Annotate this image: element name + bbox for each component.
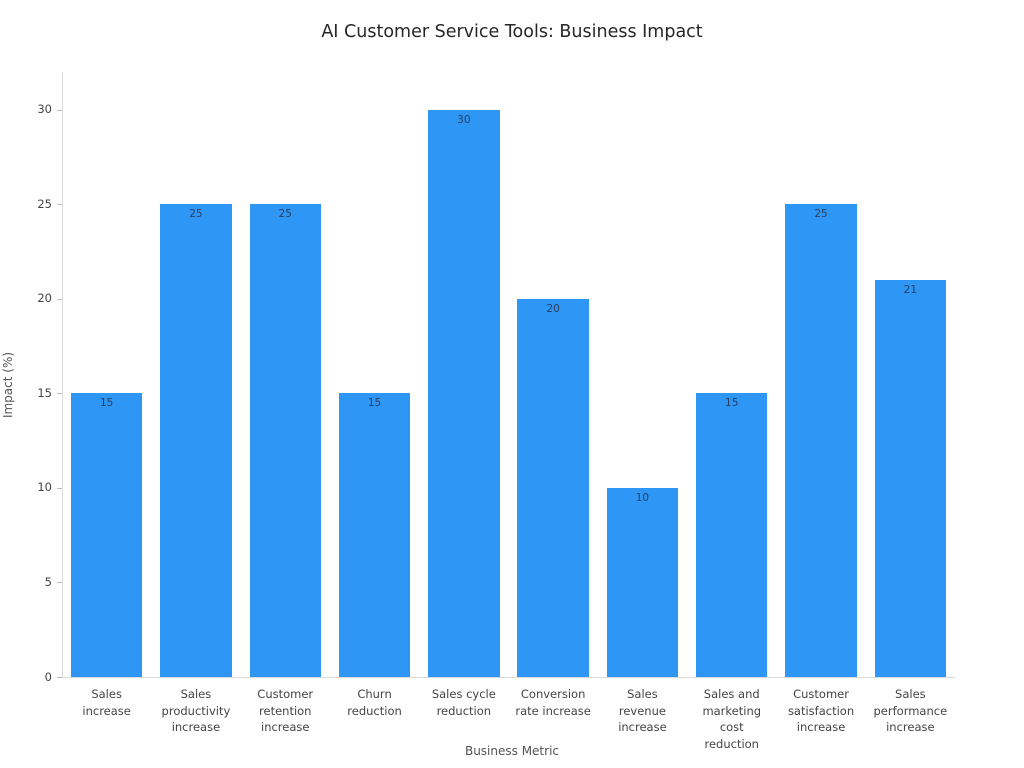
bar: 21: [874, 279, 947, 677]
bar: 20: [517, 298, 589, 677]
bar: 30: [428, 109, 500, 677]
x-tick-label: Sales performance increase: [873, 687, 948, 735]
bar: 25: [160, 204, 232, 677]
y-axis-line: [62, 72, 63, 677]
y-tick-label: 20: [37, 291, 52, 306]
bar: 15: [70, 393, 143, 677]
x-tick-label: Customer satisfaction increase: [787, 687, 855, 735]
bar-value-label: 25: [814, 208, 828, 221]
bar: 15: [338, 393, 411, 677]
bar: 25: [249, 204, 321, 677]
y-tick-mark: [57, 204, 62, 206]
y-tick-mark: [57, 677, 62, 678]
bar-value-label: 15: [725, 397, 739, 410]
chart-title: AI Customer Service Tools: Business Impa…: [321, 22, 703, 42]
bar-value-label: 15: [99, 397, 114, 410]
bar: 10: [606, 487, 679, 677]
y-axis-title: Impact (%): [1, 351, 15, 419]
y-tick-label: 15: [37, 385, 52, 400]
y-tick-label: 25: [37, 196, 52, 211]
x-tick-label: Sales cycle reduction: [431, 687, 496, 718]
y-tick-label: 10: [37, 480, 52, 495]
y-tick-label: 30: [37, 102, 52, 117]
y-tick-mark: [57, 109, 62, 111]
x-tick-label: Sales productivity increase: [161, 687, 231, 735]
bar-value-label: 25: [278, 208, 292, 221]
x-tick-label: Sales and marketing cost reduction: [702, 687, 762, 752]
bar-value-label: 30: [457, 113, 471, 126]
bar: 15: [696, 393, 768, 677]
y-tick-label: 0: [44, 669, 52, 684]
bar-value-label: 20: [546, 302, 560, 315]
x-tick-label: Conversion rate increase: [515, 687, 591, 718]
bar-value-label: 21: [903, 283, 918, 296]
y-tick-label: 5: [44, 574, 52, 589]
y-tick-mark: [57, 487, 62, 489]
bar-value-label: 25: [189, 208, 203, 221]
bar-value-label: 10: [635, 491, 650, 504]
bar-value-label: 15: [367, 397, 382, 410]
y-tick-mark: [57, 393, 62, 395]
x-tick-label: Sales revenue increase: [618, 687, 667, 735]
x-tick-label: Sales increase: [82, 687, 131, 718]
y-tick-mark: [57, 298, 62, 300]
x-tick-label: Customer retention increase: [257, 687, 314, 735]
x-axis-title: Business Metric: [464, 744, 560, 758]
y-tick-mark: [57, 582, 62, 584]
x-tick-label: Churn reduction: [347, 687, 402, 718]
bar: 25: [785, 204, 857, 677]
x-axis-line: [62, 677, 955, 678]
